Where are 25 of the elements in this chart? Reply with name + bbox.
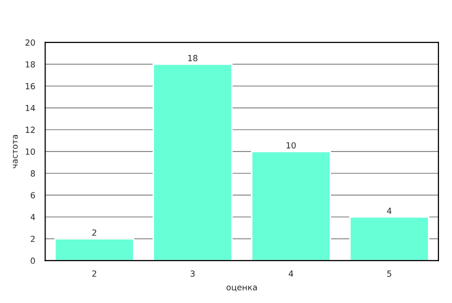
bar	[250, 150, 331, 261]
x-tick-label: 3	[190, 270, 195, 277]
y-tick-label: 2	[30, 236, 35, 242]
y-tick-label: 8	[30, 170, 35, 177]
y-tick-label: 4	[30, 214, 36, 220]
x-axis-title: оценка	[226, 286, 257, 292]
data-label: 18	[188, 54, 198, 62]
x-tick-label: 2	[92, 270, 96, 277]
y-tick-label: 20	[25, 39, 35, 46]
x-tick-label: 4	[288, 270, 294, 277]
data-label: 4	[387, 208, 392, 214]
y-tick-label: 6	[30, 192, 35, 198]
y-tick-label: 12	[26, 126, 35, 133]
y-axis-title: частота	[12, 134, 18, 168]
data-label: 10	[286, 142, 296, 148]
bar	[54, 238, 134, 261]
y-tick-label: 14	[26, 104, 36, 112]
bar	[349, 216, 430, 261]
x-tick-label: 5	[387, 270, 392, 277]
bar	[152, 64, 233, 261]
data-label: 2	[92, 229, 96, 236]
y-tick-label: 10	[26, 148, 35, 155]
y-tick-label: 0	[30, 258, 35, 264]
y-tick-label: 16	[26, 83, 35, 90]
y-tick-label: 18	[26, 61, 35, 68]
